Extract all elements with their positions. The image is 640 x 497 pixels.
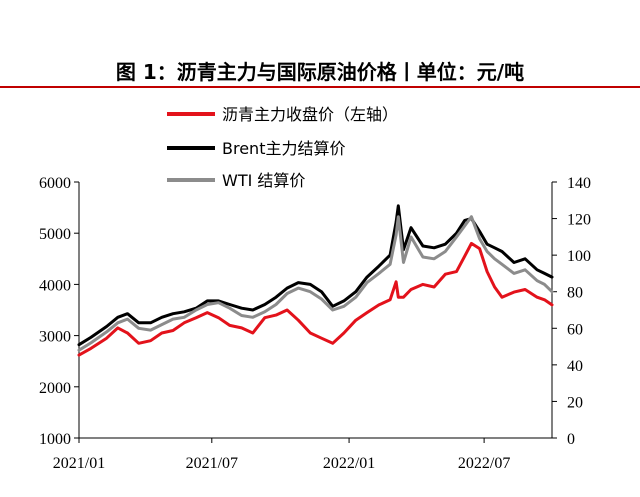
axes: 1000 2000 3000 4000 5000 6000 0 20 40 60 80 100 120 1… xyxy=(39,175,591,472)
legend: 沥青主力收盘价（左轴） Brent主力结算价 WTI 结算价 xyxy=(167,105,398,190)
y-right-tick-label: 0 xyxy=(567,431,575,448)
y-left-tick-label: 3000 xyxy=(39,329,71,346)
page-title: 图 1：沥青主力与国际原油价格丨单位：元/吨 xyxy=(115,60,525,84)
title-rule xyxy=(0,86,640,88)
y-left-tick-label: 2000 xyxy=(39,380,71,397)
y-right-tick-label: 60 xyxy=(567,321,583,338)
title-area: 图 1：沥青主力与国际原油价格丨单位：元/吨 xyxy=(0,0,640,92)
y-right-tick-label: 80 xyxy=(567,285,583,302)
legend-label-wti: WTI 结算价 xyxy=(222,171,305,190)
x-tick-label: 2022/01 xyxy=(323,455,375,472)
y-left-tick-label: 4000 xyxy=(39,277,71,294)
series-line-brent xyxy=(77,204,554,347)
y-right-tick-label: 140 xyxy=(567,175,591,192)
y-right-tick-label: 120 xyxy=(567,212,591,229)
x-tick-label: 2022/07 xyxy=(458,455,510,472)
legend-label-brent: Brent主力结算价 xyxy=(222,139,345,158)
y-right-tick-label: 100 xyxy=(567,248,591,265)
series-group xyxy=(77,204,554,357)
y-left-tick-label: 5000 xyxy=(39,226,71,243)
y-right-tick-label: 40 xyxy=(567,358,583,375)
y-left-tick-label: 6000 xyxy=(39,175,71,192)
x-tick-label: 2021/01 xyxy=(53,455,105,472)
legend-label-asphalt: 沥青主力收盘价（左轴） xyxy=(222,105,398,124)
series-line-wti xyxy=(77,215,554,352)
x-tick-label: 2021/07 xyxy=(186,455,238,472)
y-left-tick-label: 1000 xyxy=(39,431,71,448)
y-right-tick-label: 20 xyxy=(567,394,583,411)
series-line-asphalt xyxy=(77,241,554,357)
